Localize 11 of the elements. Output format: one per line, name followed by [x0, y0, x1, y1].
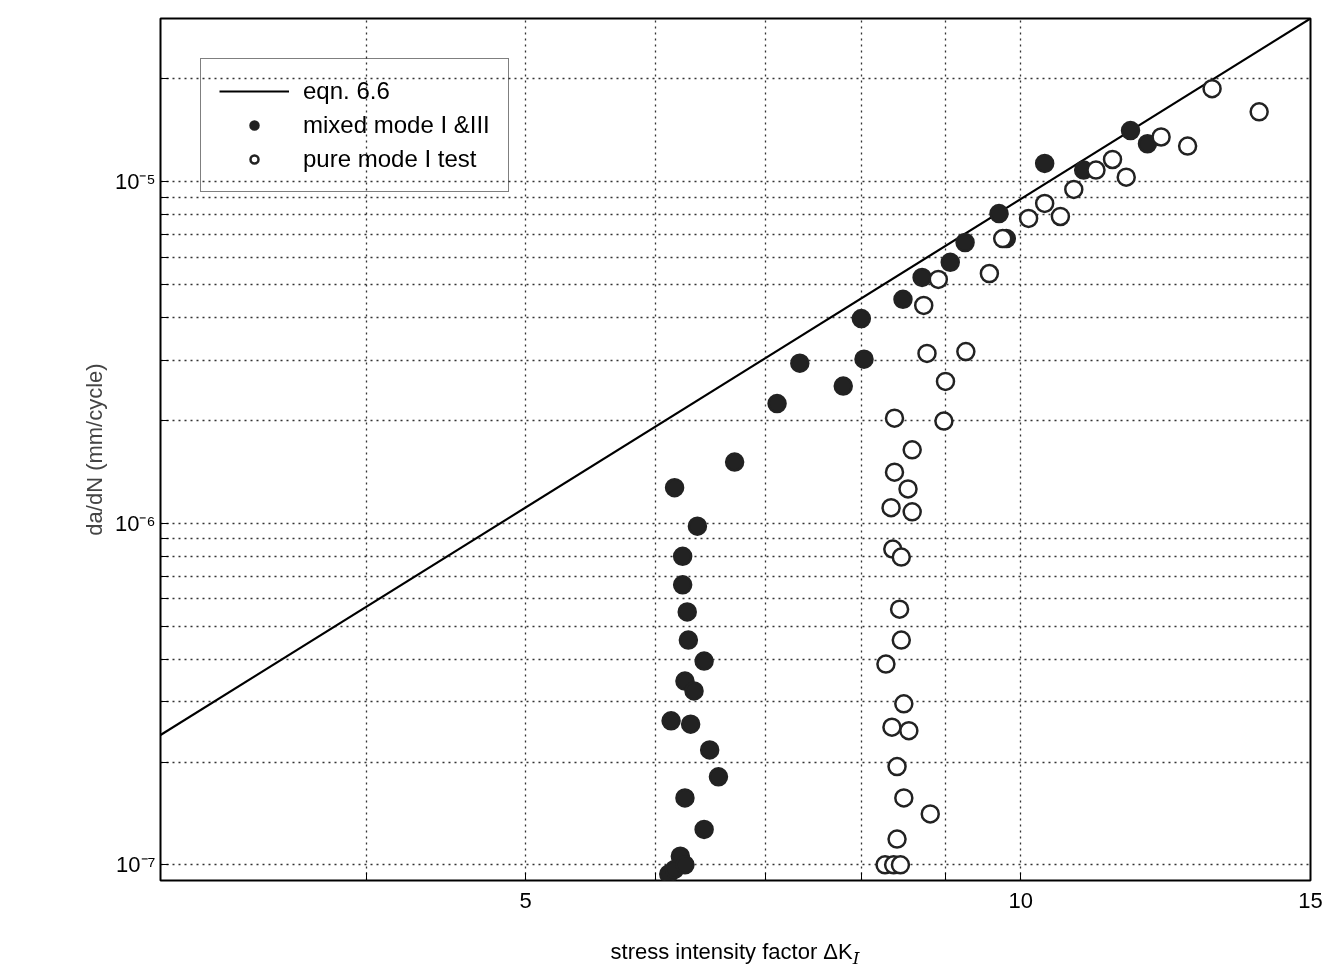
x-tick-label: 5	[519, 887, 532, 913]
legend-label: mixed mode I &III	[303, 111, 490, 139]
legend-label: pure mode I test	[303, 145, 477, 173]
x-tick-label: 10	[1008, 887, 1034, 913]
x-tick-label: 15	[1298, 887, 1323, 913]
y-axis-title: da/dN (mm/cycle)	[81, 363, 107, 536]
y-tick-label: 10⁻⁵	[114, 169, 156, 195]
y-tick-label: 10⁻⁶	[114, 510, 156, 536]
y-tick-label: 10⁻⁷	[116, 852, 156, 878]
legend-label: eqn. 6.6	[303, 77, 390, 105]
x-axis-title: stress intensity factor ΔK$_{I}$	[609, 938, 861, 971]
